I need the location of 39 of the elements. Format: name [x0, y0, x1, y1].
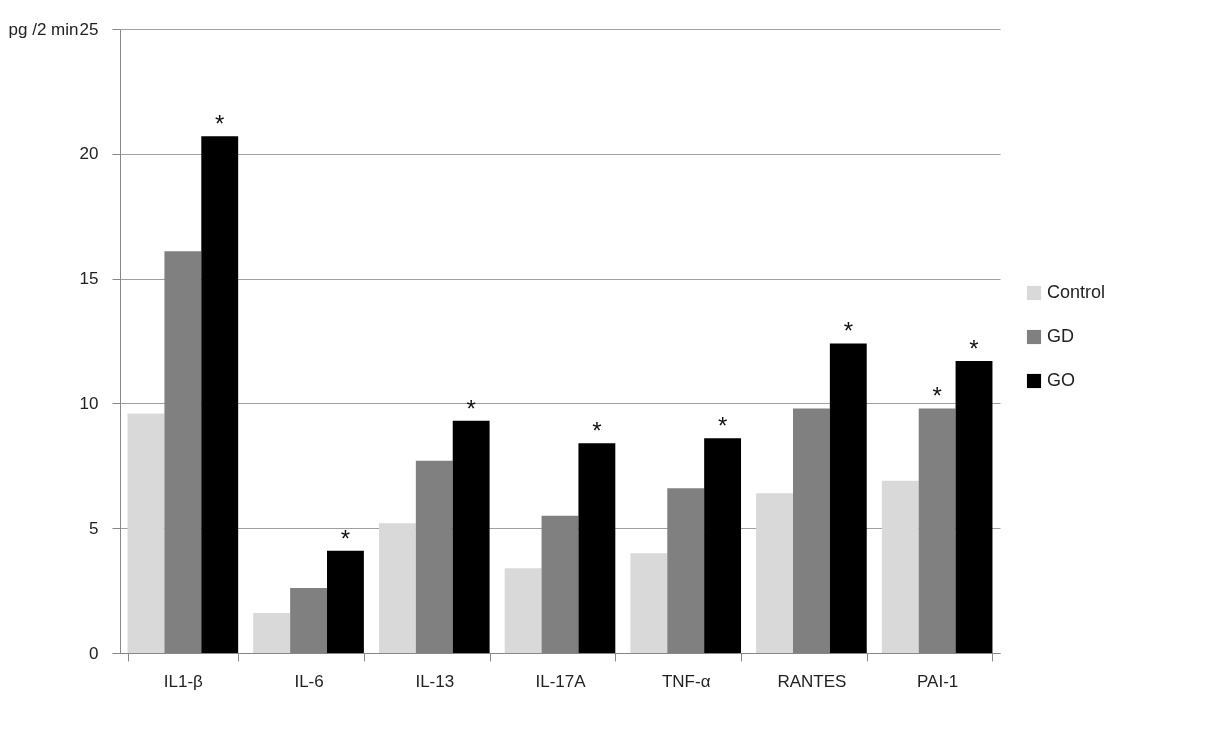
- bar: [630, 553, 668, 653]
- data-label: *: [215, 110, 225, 138]
- y-tick-label: 20: [79, 144, 99, 164]
- data-label: *: [932, 382, 942, 410]
- bar: [127, 413, 165, 653]
- bar: [504, 568, 542, 653]
- y-tick-label: 15: [79, 269, 99, 289]
- y-tick-label: 25: [79, 19, 99, 39]
- y-tick-label: 10: [79, 393, 99, 413]
- x-tick-label: IL-17A: [535, 671, 587, 691]
- bar: [253, 613, 291, 653]
- bar: [578, 443, 616, 653]
- data-label: *: [717, 412, 728, 440]
- bar: [881, 480, 919, 653]
- x-tick-label: PAI-1: [917, 671, 959, 691]
- legend-label: Control: [1047, 282, 1106, 302]
- data-label: *: [466, 394, 476, 422]
- x-tick-label: IL-13: [415, 671, 455, 691]
- bar: [704, 438, 742, 653]
- bar: [756, 493, 793, 653]
- data-label: *: [592, 417, 602, 445]
- legend-label: GO: [1047, 370, 1076, 390]
- x-tick-label: IL1-β: [163, 671, 204, 691]
- bar: [201, 136, 239, 653]
- x-tick-label: IL-6: [294, 671, 324, 691]
- bar: [955, 360, 993, 653]
- y-axis-title: pg /2 min: [8, 19, 79, 39]
- bar: [829, 343, 867, 653]
- data-label: *: [969, 334, 979, 362]
- legend-label: GD: [1047, 326, 1074, 346]
- bar: [452, 420, 490, 653]
- data-label: *: [843, 317, 853, 345]
- bar: [327, 550, 364, 653]
- x-tick-label: RANTES: [777, 671, 847, 691]
- data-label: *: [340, 524, 351, 552]
- y-tick-label: 5: [89, 518, 99, 538]
- x-tick-label: TNF-α: [661, 671, 711, 691]
- bar: [378, 523, 416, 653]
- y-tick-label: 0: [89, 643, 99, 663]
